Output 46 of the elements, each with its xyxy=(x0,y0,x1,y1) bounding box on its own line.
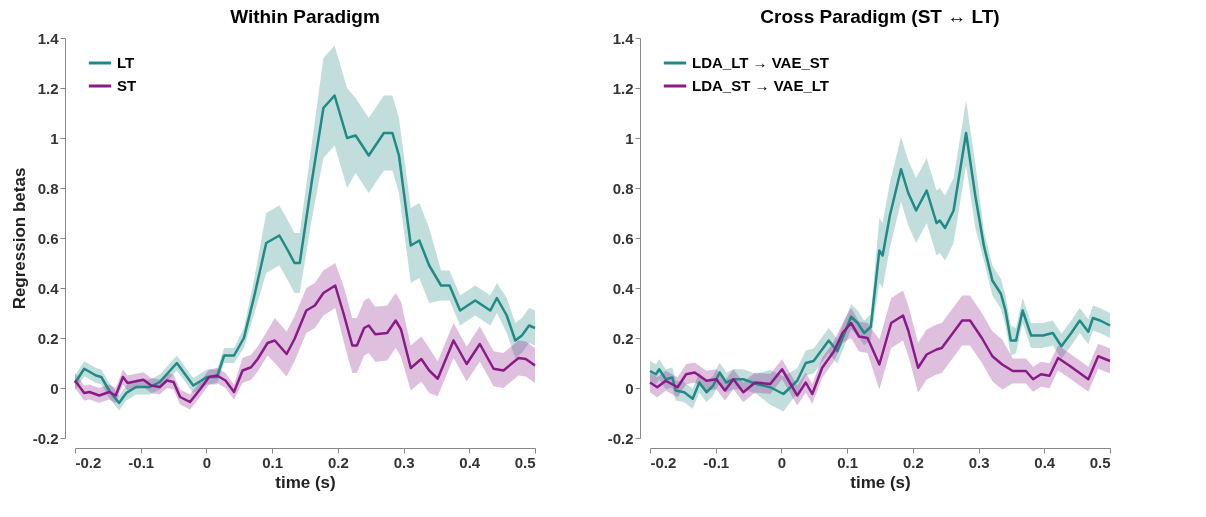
x-tick-label: -0.1 xyxy=(703,453,730,471)
legend-label: LDA_ST → VAE_LT xyxy=(692,77,829,94)
x-tick-label: 0.3 xyxy=(393,453,415,471)
y-tick-label: 0.6 xyxy=(37,229,59,247)
y-tick-label: 0.4 xyxy=(37,279,60,297)
y-tick-label: 0.8 xyxy=(612,179,634,197)
line-series xyxy=(73,94,537,405)
x-tick-label: 0.1 xyxy=(262,453,284,471)
y-tick-label: 0.2 xyxy=(612,329,634,347)
y-tick-label: 0 xyxy=(625,379,634,397)
y-tick-label: 0 xyxy=(50,379,59,397)
y-tick-label: 0.2 xyxy=(37,329,59,347)
y-tick-label: 1 xyxy=(625,129,634,147)
x-tick-label: -0.2 xyxy=(75,453,102,471)
y-tick-label: 1.4 xyxy=(37,29,60,47)
y-tick-label: 0.4 xyxy=(612,279,635,297)
legend-label: LT xyxy=(117,54,135,71)
x-tick-label: 0 xyxy=(777,453,787,471)
x-tick-label: 0.2 xyxy=(327,453,349,471)
chart-title: Within Paradigm xyxy=(230,6,380,27)
line-series xyxy=(73,284,537,404)
x-tick-label: 0.2 xyxy=(902,453,924,471)
x-tick-label: 0.3 xyxy=(968,453,990,471)
x-axis-title: time (s) xyxy=(275,472,336,492)
y-tick-label: -0.2 xyxy=(32,429,59,447)
legend-label: ST xyxy=(117,77,137,94)
x-tick-label: 0.4 xyxy=(1034,453,1056,471)
y-tick-label: 1.2 xyxy=(37,79,59,97)
y-tick-label: 1.4 xyxy=(612,29,635,47)
x-tick-label: 0.4 xyxy=(459,453,481,471)
y-tick-label: 0.6 xyxy=(612,229,634,247)
legend-label: LDA_LT → VAE_ST xyxy=(692,54,829,71)
x-tick-label: -0.2 xyxy=(650,453,677,471)
x-tick-label: -0.1 xyxy=(128,453,155,471)
y-tick-label: -0.2 xyxy=(607,429,634,447)
y-tick-label: 1 xyxy=(50,129,59,147)
x-tick-label: 0 xyxy=(202,453,212,471)
y-tick-label: 1.2 xyxy=(612,79,634,97)
line-series xyxy=(648,314,1112,397)
y-tick-label: 0.8 xyxy=(37,179,59,197)
x-tick-label: 0.1 xyxy=(837,453,859,471)
chart-title: Cross Paradigm (ST ↔ LT) xyxy=(760,6,1000,27)
x-tick-label: 0.5 xyxy=(514,453,536,471)
x-tick-label: 0.5 xyxy=(1089,453,1111,471)
y-axis-title: Regression betas xyxy=(9,167,29,310)
x-axis-title: time (s) xyxy=(850,472,911,492)
